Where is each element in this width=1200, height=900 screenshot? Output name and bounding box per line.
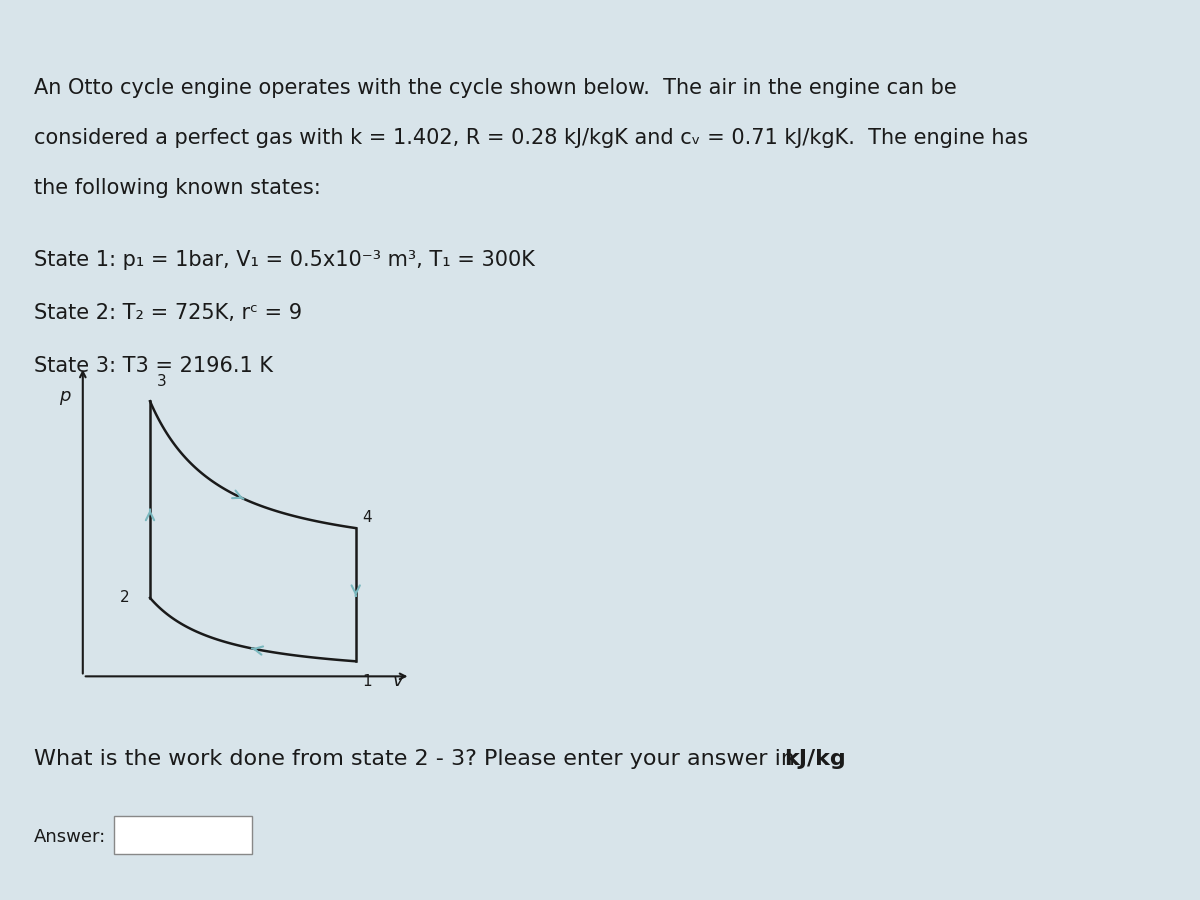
Text: v: v [392,671,403,689]
Text: Answer:: Answer: [34,828,106,846]
Text: kJ/kg: kJ/kg [785,750,846,770]
Text: 4: 4 [362,510,372,525]
Text: State 1: p₁ = 1bar, V₁ = 0.5x10⁻³ m³, T₁ = 300K: State 1: p₁ = 1bar, V₁ = 0.5x10⁻³ m³, T₁… [34,249,534,269]
Text: the following known states:: the following known states: [34,178,320,198]
Text: 2: 2 [120,590,130,606]
Text: What is the work done from state 2 - 3? Please enter your answer in: What is the work done from state 2 - 3? … [34,750,802,770]
Text: State 2: T₂ = 725K, rᶜ = 9: State 2: T₂ = 725K, rᶜ = 9 [34,303,301,323]
Text: State 3: T3 = 2196.1 K: State 3: T3 = 2196.1 K [34,356,272,376]
Text: considered a perfect gas with k = 1.402, R = 0.28 kJ/kgK and cᵥ = 0.71 kJ/kgK.  : considered a perfect gas with k = 1.402,… [34,128,1027,148]
Text: An Otto cycle engine operates with the cycle shown below.  The air in the engine: An Otto cycle engine operates with the c… [34,78,956,98]
FancyBboxPatch shape [114,815,252,854]
Text: p: p [59,387,71,405]
Text: 1: 1 [362,674,372,689]
Text: 3: 3 [157,374,167,389]
